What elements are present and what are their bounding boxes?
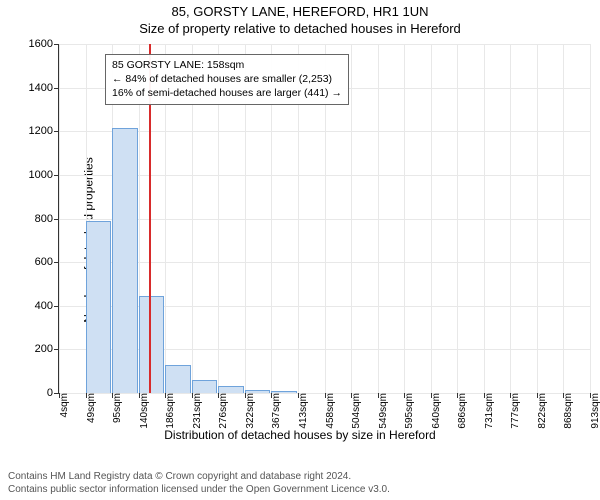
y-tick-label: 1400 (29, 82, 59, 94)
x-tick-label: 504sqm (349, 393, 362, 429)
histogram-bar (192, 380, 217, 393)
y-tick-label: 1000 (29, 169, 59, 181)
gridline-v (563, 44, 564, 393)
x-tick-label: 458sqm (323, 393, 336, 429)
gridline-v (590, 44, 591, 393)
gridline-v (351, 44, 352, 393)
info-box: 85 GORSTY LANE: 158sqm ← 84% of detached… (105, 54, 349, 105)
footer-line-1: Contains HM Land Registry data © Crown c… (8, 470, 390, 483)
footer-line-2: Contains public sector information licen… (8, 483, 390, 496)
x-tick-label: 731sqm (482, 393, 495, 429)
gridline-v (457, 44, 458, 393)
y-tick-label: 1600 (29, 38, 59, 50)
histogram-bar (139, 296, 164, 393)
y-tick-label: 600 (35, 256, 59, 268)
x-tick-label: 276sqm (216, 393, 229, 429)
histogram-bar (218, 386, 243, 393)
gridline-v (378, 44, 379, 393)
x-tick-label: 549sqm (376, 393, 389, 429)
y-tick-label: 200 (35, 343, 59, 355)
title-line-2: Size of property relative to detached ho… (0, 19, 600, 36)
x-tick-label: 140sqm (137, 393, 150, 429)
histogram-bar (245, 390, 270, 393)
x-tick-label: 4sqm (57, 393, 70, 417)
x-tick-label: 367sqm (269, 393, 282, 429)
gridline-v (431, 44, 432, 393)
plot-area: 020040060080010001200140016004sqm49sqm95… (58, 44, 590, 394)
x-tick-label: 868sqm (561, 393, 574, 429)
x-tick-label: 413sqm (296, 393, 309, 429)
gridline-v (59, 44, 60, 393)
x-tick-label: 186sqm (163, 393, 176, 429)
gridline-v (537, 44, 538, 393)
y-tick-label: 400 (35, 300, 59, 312)
info-box-line-2: ← 84% of detached houses are smaller (2,… (112, 72, 342, 86)
y-tick-label: 800 (35, 213, 59, 225)
x-axis-label: Distribution of detached houses by size … (0, 428, 600, 442)
x-tick-label: 686sqm (455, 393, 468, 429)
x-tick-label: 822sqm (535, 393, 548, 429)
x-tick-label: 49sqm (84, 393, 97, 423)
gridline-v (510, 44, 511, 393)
footer-attribution: Contains HM Land Registry data © Crown c… (8, 470, 390, 496)
info-box-line-3: 16% of semi-detached houses are larger (… (112, 86, 342, 100)
x-tick-label: 95sqm (110, 393, 123, 423)
gridline-v (404, 44, 405, 393)
histogram-bar (112, 128, 137, 393)
histogram-bar (86, 221, 111, 393)
x-tick-label: 322sqm (243, 393, 256, 429)
x-tick-label: 777sqm (508, 393, 521, 429)
gridline-v (484, 44, 485, 393)
x-tick-label: 913sqm (588, 393, 600, 429)
histogram-bar (165, 365, 190, 393)
x-tick-label: 640sqm (429, 393, 442, 429)
chart-container: Number of detached properties 0200400600… (0, 38, 600, 442)
histogram-bar (271, 391, 296, 393)
y-tick-label: 1200 (29, 125, 59, 137)
x-tick-label: 595sqm (402, 393, 415, 429)
info-box-line-1: 85 GORSTY LANE: 158sqm (112, 58, 342, 72)
title-line-1: 85, GORSTY LANE, HEREFORD, HR1 1UN (0, 0, 600, 19)
x-tick-label: 231sqm (190, 393, 203, 429)
